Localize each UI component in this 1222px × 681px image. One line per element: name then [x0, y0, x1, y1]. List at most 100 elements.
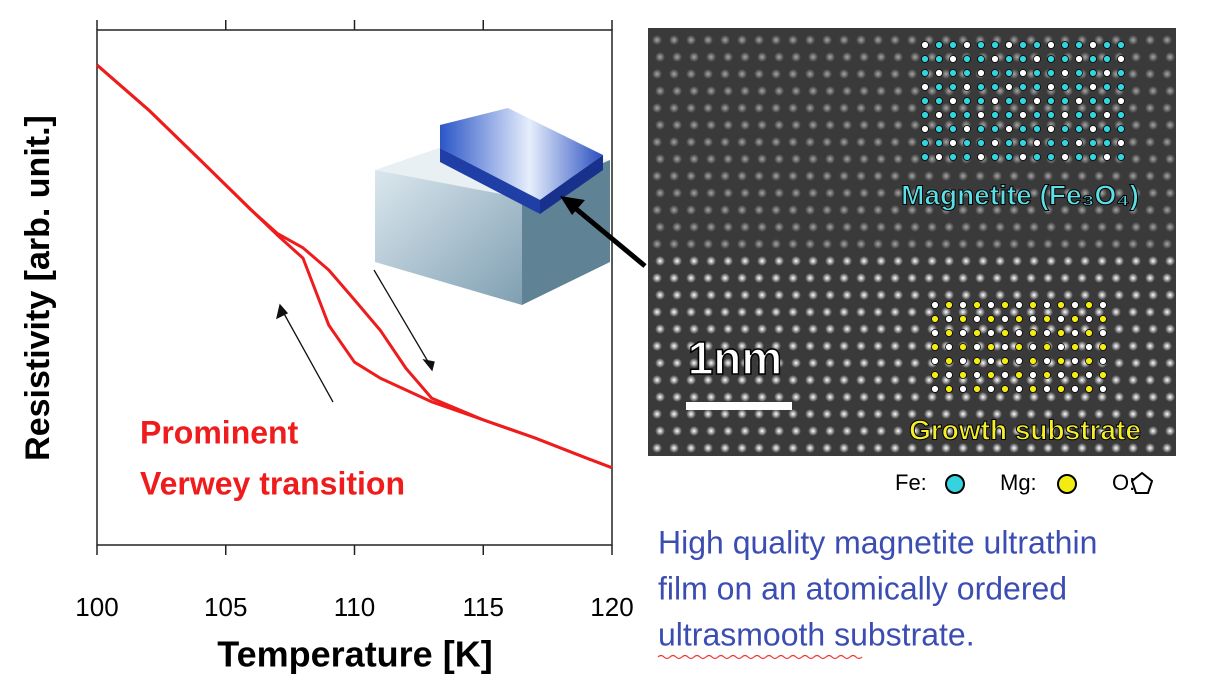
x-tick-label: 105 [204, 592, 247, 622]
atom [1062, 84, 1069, 91]
lattice-dot [686, 443, 696, 453]
lattice-dot [839, 171, 849, 181]
atom [1048, 154, 1055, 161]
lattice-dot [927, 290, 937, 300]
lattice-dot [859, 120, 869, 130]
lattice-dot [907, 239, 917, 249]
lattice-dot [652, 307, 662, 317]
lattice-dot [927, 392, 937, 402]
atom [960, 330, 967, 337]
lattice-dot [975, 239, 985, 249]
lattice-dot [1063, 256, 1073, 266]
lattice-dot [805, 375, 815, 385]
atom [1058, 358, 1065, 365]
lattice-dot [1094, 239, 1104, 249]
atom [1058, 302, 1065, 309]
atom [992, 56, 999, 63]
atom [1030, 302, 1037, 309]
lattice-dot [723, 52, 733, 62]
lattice-dot [924, 273, 934, 283]
lattice-dot [876, 256, 886, 266]
atom [964, 126, 971, 133]
lattice-dot [1131, 392, 1141, 402]
lattice-dot [791, 52, 801, 62]
atom [1086, 330, 1093, 337]
lattice-dot [1145, 341, 1155, 351]
lattice-dot [805, 69, 815, 79]
lattice-dot [927, 256, 937, 266]
lattice-dot [1128, 375, 1138, 385]
atom [1048, 140, 1055, 147]
lattice-dot [706, 426, 716, 436]
atom [978, 98, 985, 105]
lattice-dot [1148, 86, 1158, 96]
lattice-dot [723, 392, 733, 402]
atom [1034, 98, 1041, 105]
lattice-dot [1094, 103, 1104, 113]
lattice-dot [842, 392, 852, 402]
atom [922, 84, 929, 91]
lattice-dot [669, 171, 679, 181]
atom [1062, 112, 1069, 119]
atom [1006, 140, 1013, 147]
lattice-dot [720, 103, 730, 113]
lattice-dot [907, 375, 917, 385]
lattice-dot [995, 290, 1005, 300]
lattice-dot [788, 103, 798, 113]
lattice-dot [1165, 358, 1175, 368]
lattice-dot [944, 256, 954, 266]
x-tick-label: 100 [75, 592, 118, 622]
lattice-dot [1080, 256, 1090, 266]
lattice-dot [890, 307, 900, 317]
lattice-dot [791, 120, 801, 130]
legend-symbol [946, 475, 964, 493]
lattice-dot [873, 205, 883, 215]
atom [1086, 372, 1093, 379]
lattice-dot [1148, 324, 1158, 334]
atom [1090, 126, 1097, 133]
atom [1020, 126, 1027, 133]
lattice-dot [805, 409, 815, 419]
lattice-dot [893, 358, 903, 368]
lattice-dot [774, 120, 784, 130]
lattice-dot [703, 171, 713, 181]
atom [1030, 316, 1037, 323]
lattice-dot [839, 137, 849, 147]
lattice-dot [703, 409, 713, 419]
lattice-dot [978, 222, 988, 232]
lattice-dot [1094, 273, 1104, 283]
atom [992, 126, 999, 133]
lattice-dot [825, 426, 835, 436]
lattice-dot [740, 426, 750, 436]
lattice-dot [873, 307, 883, 317]
lattice-dot [839, 443, 849, 453]
lattice-dot [859, 358, 869, 368]
lattice-dot [1128, 273, 1138, 283]
lattice-dot [1077, 307, 1087, 317]
lattice-dot [686, 171, 696, 181]
atom [974, 386, 981, 393]
lattice-dot [808, 120, 818, 130]
lattice-dot [706, 222, 716, 232]
lattice-dot [1111, 307, 1121, 317]
lattice-dot [822, 35, 832, 45]
atom [974, 344, 981, 351]
lattice-dot [655, 256, 665, 266]
lattice-dot [737, 239, 747, 249]
atom [1006, 98, 1013, 105]
atom [1058, 372, 1065, 379]
lattice-dot [1009, 239, 1019, 249]
lattice-dot [856, 239, 866, 249]
lattice-dot [737, 35, 747, 45]
atom [936, 112, 943, 119]
atom [992, 70, 999, 77]
atom [1044, 344, 1051, 351]
lattice-dot [672, 154, 682, 164]
lattice-dot [669, 375, 679, 385]
lattice-dot [689, 222, 699, 232]
lattice-dot [873, 69, 883, 79]
lattice-dot [774, 426, 784, 436]
lattice-dot [859, 222, 869, 232]
lattice-dot [1145, 409, 1155, 419]
atom [950, 42, 957, 49]
